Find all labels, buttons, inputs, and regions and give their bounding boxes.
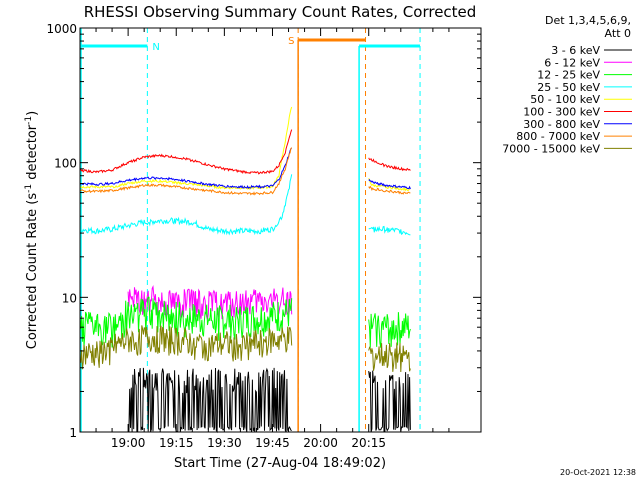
y-axis-label: Corrected Count Rate (s-1 detector-1) [24,111,40,349]
x-tick-label: 19:15 [159,436,194,450]
legend-entry-label: 3 - 6 keV [551,44,600,57]
series-line [368,179,411,190]
series-line [368,185,411,195]
flag-label: N [152,42,159,53]
legend-entry-label: 100 - 300 keV [523,106,600,119]
legend-entry-label: 6 - 12 keV [544,56,600,69]
plot-area: NS [79,28,421,434]
series-line [368,370,411,433]
series-line [79,129,293,175]
series-line [368,178,411,192]
series-line [79,296,293,348]
x-tick-label: 19:00 [111,436,146,450]
series-line [368,225,411,236]
x-tick-label: 20:15 [351,436,386,450]
series-line [79,147,293,196]
y-tick-label: 1 [69,426,77,440]
x-tick-label: 19:45 [255,436,290,450]
series-line [79,174,293,236]
series-line [127,285,293,320]
series-line [79,325,293,370]
legend-entry-label: 7000 - 15000 keV [502,142,600,155]
series-line [79,147,292,189]
legend-entry-label: 25 - 50 keV [537,81,600,94]
legend-entry-label: 50 - 100 keV [530,93,600,106]
legend-entry-label: 12 - 25 keV [537,69,600,82]
axes: 19:00 19:15 19:30 19:45 20:00 20:15 1 10 100 1000 [46,22,481,450]
flag-label: S [288,36,294,47]
series-line [127,367,292,434]
y-tick-label: 10 [62,291,77,305]
series-line [368,342,411,373]
series-line [368,157,411,172]
chart-title: RHESSI Observing Summary Count Rates, Co… [84,3,477,21]
plot-frame [79,27,482,433]
y-tick-label: 1000 [46,22,77,36]
x-axis-label: Start Time (27-Aug-04 18:49:02) [174,456,386,471]
timestamp: 20-Oct-2021 12:38 [560,468,636,477]
series-line [368,312,411,348]
legend-entry-label: 800 - 7000 keV [516,130,600,143]
x-tick-label: 19:30 [207,436,242,450]
series-line [79,106,293,191]
x-tick-label: 20:00 [303,436,338,450]
legend-header-line1: Det 1,3,4,5,6,9, [545,14,631,27]
legend-entry-label: 300 - 800 keV [523,118,600,131]
legend-header-line2: Att 0 [605,27,631,40]
y-tick-label: 100 [54,157,77,171]
